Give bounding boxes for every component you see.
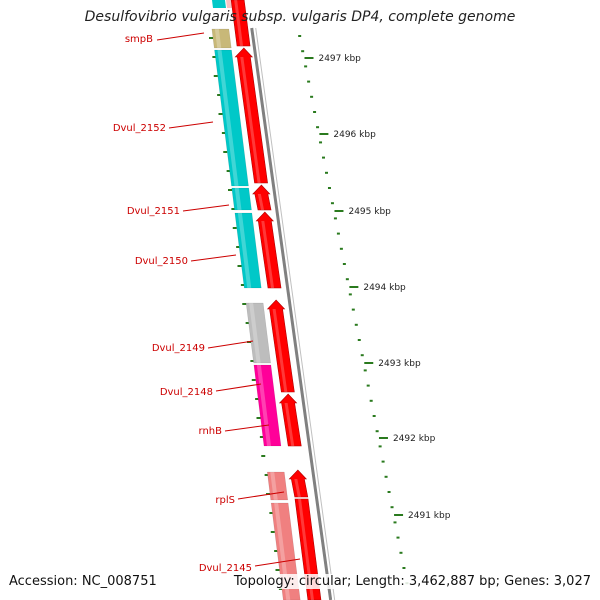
gene-label: Dvul_2151 xyxy=(127,206,180,217)
forward-cds xyxy=(252,184,272,211)
cds-highlight xyxy=(294,479,301,497)
kbp-label: 2491 kbp xyxy=(408,511,451,521)
map-title: Desulfovibrio vulgaris subsp. vulgaris D… xyxy=(84,9,516,25)
gene-label: Dvul_2150 xyxy=(135,256,188,267)
label-leader xyxy=(237,491,285,500)
kbp-label: 2497 kbp xyxy=(318,54,361,64)
label-leader xyxy=(156,32,205,41)
cds-highlight xyxy=(261,221,275,288)
gene-label: Dvul_2145 xyxy=(199,563,252,574)
forward-cds xyxy=(278,393,302,447)
label-leader xyxy=(182,204,230,212)
label-leader xyxy=(168,121,214,129)
gene-labels: smpB Dvul_2152 Dvul_2151 Dvul_2150 Dvul_2149… xyxy=(113,32,301,574)
forward-cds xyxy=(288,469,309,498)
gene-segment xyxy=(253,364,282,447)
gene-label: rplS xyxy=(215,495,235,506)
cds-highlight xyxy=(240,57,261,183)
gene-label: rnhB xyxy=(199,426,223,437)
cds-highlight xyxy=(272,309,288,392)
gene-label: Dvul_2149 xyxy=(152,343,205,354)
genome-backbone xyxy=(250,27,336,600)
gene-highlight xyxy=(237,213,252,288)
topology-summary: Topology: circular; Length: 3,462,887 bp… xyxy=(233,574,591,589)
label-leader xyxy=(215,383,262,392)
gene-segment xyxy=(234,212,262,289)
kbp-label: 2495 kbp xyxy=(348,207,391,217)
accession-text: Accession: NC_008751 xyxy=(9,574,157,589)
cds-highlight xyxy=(257,194,265,210)
label-leader xyxy=(224,424,270,432)
gene-segment xyxy=(245,302,271,364)
gene-label: Dvul_2152 xyxy=(113,123,166,134)
kbp-labels: 2497 kbp 2496 kbp 2495 kbp 2494 kbp 2493 kbp… xyxy=(304,54,451,521)
forward-cds xyxy=(255,211,282,289)
cds-highlight xyxy=(234,0,244,46)
kbp-label: 2493 kbp xyxy=(378,359,421,369)
gene-segment xyxy=(214,49,249,187)
forward-cds xyxy=(234,47,268,184)
gene-label: smpB xyxy=(125,34,153,45)
gene-segment xyxy=(211,28,232,49)
label-leader xyxy=(254,558,301,567)
backbone-line xyxy=(250,27,333,600)
gene-label: Dvul_2148 xyxy=(160,387,213,398)
gene-segment xyxy=(266,471,289,501)
cds-highlight xyxy=(284,403,295,446)
gene-highlight xyxy=(249,303,261,363)
gene-segment xyxy=(231,187,252,211)
kbp-label: 2494 kbp xyxy=(363,283,406,293)
gene-fragment xyxy=(212,0,226,8)
kbp-label: 2496 kbp xyxy=(333,130,376,140)
gene-highlight xyxy=(256,365,271,446)
gene-track xyxy=(211,0,322,600)
gene-highlight xyxy=(214,29,222,48)
forward-cds xyxy=(266,299,295,393)
label-leader xyxy=(190,254,237,262)
label-leader xyxy=(207,340,254,349)
gene-highlight xyxy=(217,50,239,186)
kbp-label: 2492 kbp xyxy=(393,434,436,444)
gene-highlight xyxy=(234,188,242,210)
forward-cds xyxy=(230,0,251,47)
backbone-edge xyxy=(255,27,336,600)
